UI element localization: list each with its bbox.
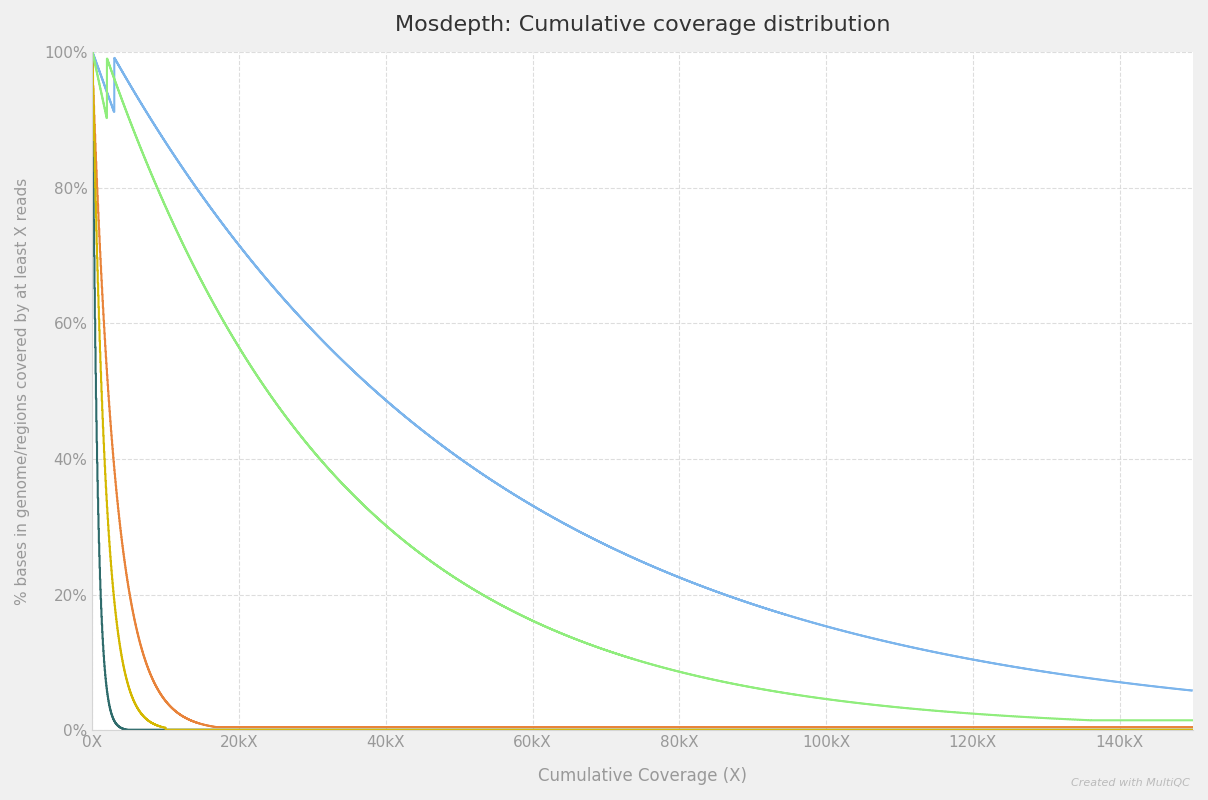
Text: Created with MultiQC: Created with MultiQC	[1071, 778, 1190, 788]
Y-axis label: % bases in genome/regions covered by at least X reads: % bases in genome/regions covered by at …	[14, 178, 30, 605]
Title: Mosdepth: Cumulative coverage distribution: Mosdepth: Cumulative coverage distributi…	[395, 15, 890, 35]
X-axis label: Cumulative Coverage (X): Cumulative Coverage (X)	[538, 767, 747, 785]
